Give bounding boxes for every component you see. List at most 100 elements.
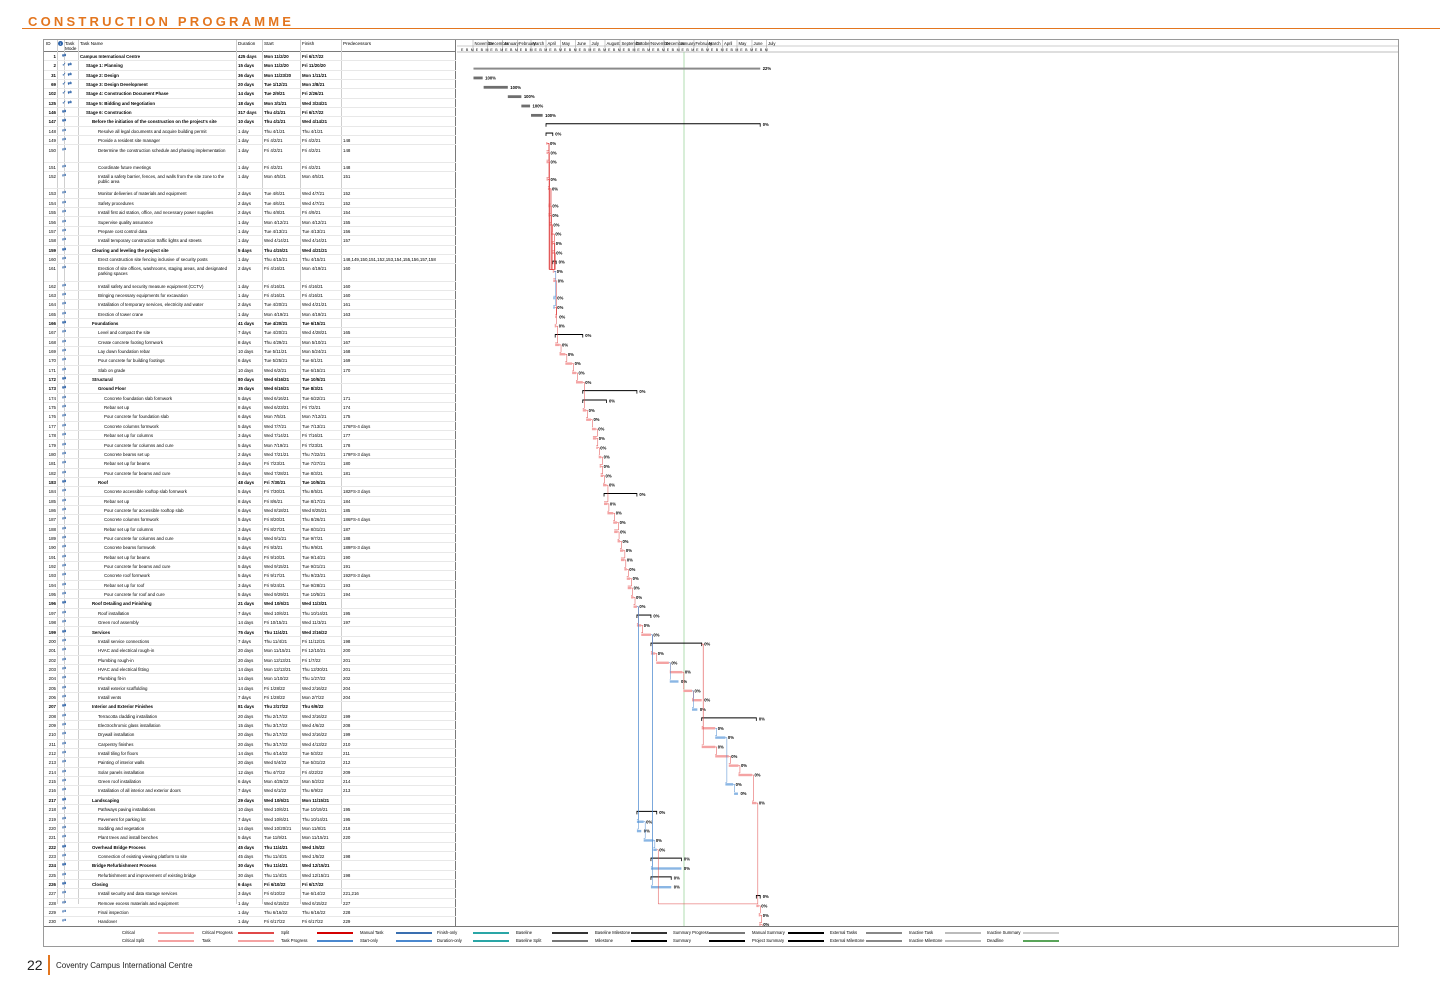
table-row[interactable]: 219 Pavement for parking lot 7 days Wed 10/… (44, 815, 456, 824)
table-row[interactable]: 196 Roof Detailing and Finishing 21 days We… (44, 599, 456, 609)
col-mode-header[interactable]: Task Mode (65, 41, 77, 51)
table-row[interactable]: 151 Coordinate future meetings 1 day Fri 4/… (44, 163, 456, 173)
table-row[interactable]: 229 Final inspection 1 day Thu 6/16/22 Thu 6… (44, 908, 456, 918)
table-row[interactable]: 1 Campus International Centre 425 days Mon … (44, 52, 456, 62)
table-row[interactable]: 218 Pathways paving installations 10 days W… (44, 805, 456, 815)
table-row[interactable]: 69 Stage 3: Design Development 20 days Tue … (44, 80, 456, 90)
col-predecessors-header[interactable]: Predecessors (343, 41, 372, 46)
table-row[interactable]: 207 Interior and Exterior Finishes 81 days… (44, 702, 456, 712)
table-row[interactable]: 187 Concrete columns formwork 5 days Fri 8/… (44, 515, 456, 525)
table-row[interactable]: 222 Overhead Bridge Process 45 days Thu 11/… (44, 843, 456, 852)
table-row[interactable]: 174 Concrete foundation slab formwork 5 da… (44, 394, 456, 404)
col-finish-header[interactable]: Finish (302, 41, 315, 46)
table-row[interactable]: 31 Stage 2: Design 36 days Mon 11/23/20 Mon … (44, 71, 456, 81)
table-row[interactable]: 206 Install vents 7 days Fri 1/28/22 Mon 2/7… (44, 693, 456, 703)
table-row[interactable]: 168 Create concrete footing formwork 8 day… (44, 338, 456, 347)
table-row[interactable]: 217 Landscaping 29 days Wed 10/6/21 Mon 11/1… (44, 796, 456, 806)
table-row[interactable]: 161 Erection of site offices, washrooms, … (44, 264, 456, 282)
table-row[interactable]: 199 Services 75 days Thu 11/4/21 Wed 2/16/22… (44, 628, 456, 637)
table-row[interactable]: 148 Resolve all legal documents and acqui… (44, 127, 456, 137)
table-row[interactable]: 201 HVAC and electrical rough-in 20 days Mo… (44, 646, 456, 656)
table-row[interactable]: 184 Concrete accessible rooftop slab form… (44, 487, 456, 497)
table-row[interactable]: 211 Carpentry finishes 20 days Thu 3/17/22 W… (44, 740, 456, 750)
table-row[interactable]: 170 Pour concrete for building footings 6 … (44, 356, 456, 366)
table-row[interactable]: 157 Prepare cost control data 1 day Tue 4/1… (44, 227, 456, 237)
table-row[interactable]: 224 Bridge Refurbishment Process 30 days Th… (44, 861, 456, 871)
table-row[interactable]: 125 Stage 5: Bidding and Negotiation 18 da… (44, 99, 456, 109)
table-row[interactable]: 147 Before the initiation of the construc… (44, 117, 456, 127)
table-row[interactable]: 156 Supervise quality assurance 1 day Mon 4… (44, 218, 456, 227)
table-row[interactable]: 155 Install first aid station, office, an… (44, 208, 456, 218)
table-row[interactable]: 212 Install tiling for floors 14 days Thu 4… (44, 749, 456, 759)
col-start-header[interactable]: Start (264, 41, 274, 46)
col-name-header[interactable]: Task Name (80, 41, 103, 46)
table-row[interactable]: 204 Plumbing fit-in 14 days Mon 1/10/22 Thu … (44, 674, 456, 684)
table-row[interactable]: 165 Erection of tower crane 1 day Mon 4/19/… (44, 310, 456, 319)
table-row[interactable]: 226 Closing 6 days Fri 6/10/22 Fri 6/17/22 ⇄ (44, 880, 456, 890)
table-row[interactable]: 176 Pour concrete for foundation slab 6 da… (44, 412, 456, 422)
table-row[interactable]: 2 Stage 1: Planning 15 days Mon 11/2/20 Fri … (44, 61, 456, 71)
table-row[interactable]: 191 Rebar set up for beams 3 days Fri 9/10/… (44, 553, 456, 563)
table-row[interactable]: 146 Stage 6: Construction 317 days Thu 4/1/… (44, 108, 456, 118)
table-row[interactable]: 220 Sodding and vegetation 14 days Wed 10/2… (44, 824, 456, 834)
table-row[interactable]: 197 Roof installation 7 days Wed 10/6/21 Thu… (44, 609, 456, 619)
table-row[interactable]: 202 Plumbing rough-in 20 days Mon 12/13/21 F… (44, 656, 456, 665)
table-row[interactable]: 221 Plant trees and install benches 5 days… (44, 833, 456, 843)
table-row[interactable]: 166 Foundations 41 days Tue 4/20/21 Tue 6/15… (44, 319, 456, 329)
table-row[interactable]: 186 Pour concrete for accessible rooftop … (44, 506, 456, 516)
table-row[interactable]: 192 Pour concrete for beams and cure 5 day… (44, 562, 456, 572)
table-row[interactable]: 214 Solar panels installation 12 days Thu 4… (44, 768, 456, 778)
table-row[interactable]: 102 Stage 4: Construction Document Phase 1… (44, 89, 456, 99)
table-row[interactable]: 175 Rebar set up 8 days Wed 6/23/21 Fri 7/2/… (44, 403, 456, 413)
table-row[interactable]: 179 Pour concrete for columns and cure 5 d… (44, 441, 456, 450)
table-row[interactable]: 190 Concrete beams formwork 5 days Fri 9/3/… (44, 543, 456, 553)
table-row[interactable]: 160 Erect construction site fencing inclu… (44, 255, 456, 265)
table-row[interactable]: 194 Rebar set up for roof 3 days Fri 9/24/2… (44, 581, 456, 591)
table-row[interactable]: 153 Monitor deliveries of materials and e… (44, 189, 456, 199)
table-row[interactable]: 228 Remove excess materials and equipment… (44, 899, 456, 908)
table-row[interactable]: 149 Provide a resident site manager 1 day F… (44, 136, 456, 146)
table-row[interactable]: 162 Install safety and security measure e… (44, 282, 456, 291)
table-row[interactable]: 183 Roof 48 days Fri 7/30/21 Tue 10/5/21 ⇄ (44, 478, 456, 488)
table-row[interactable]: 177 Concrete columns formwork 5 days Wed 7/… (44, 422, 456, 432)
table-row[interactable]: 213 Painting of interior walls 20 days Wed … (44, 758, 456, 768)
table-row[interactable]: 181 Rebar set up for beams 3 days Fri 7/23/… (44, 459, 456, 469)
col-duration-header[interactable]: Duration (238, 41, 256, 46)
table-row[interactable]: 173 Ground Floor 35 days Wed 6/16/21 Tue 8/3… (44, 384, 456, 394)
table-row[interactable]: 172 Structural 80 days Wed 6/16/21 Tue 10/5/… (44, 375, 456, 385)
table-row[interactable]: 200 Install service connections 7 days Thu … (44, 637, 456, 647)
col-id-header[interactable]: ID (46, 41, 51, 46)
task-id: 174 (48, 395, 56, 401)
table-row[interactable]: 195 Pour concrete for roof and cure 5 days… (44, 590, 456, 600)
table-row[interactable]: 159 Clearing and leveling the project sit… (44, 246, 456, 255)
table-row[interactable]: 152 Install a safety barrier, fences, and… (44, 172, 456, 190)
table-row[interactable]: 150 Determine the construction schedule a… (44, 146, 456, 163)
auto-schedule-icon: ⇄ (62, 506, 67, 513)
table-row[interactable]: 198 Green roof assembly 14 days Fri 10/15/2… (44, 618, 456, 628)
table-row[interactable]: 216 Installation of all interior and exte… (44, 786, 456, 796)
table-row[interactable]: 225 Refurbishment and improvement of exis… (44, 871, 456, 880)
table-row[interactable]: 227 Install security and data storage ser… (44, 889, 456, 899)
table-row[interactable]: 154 Safety procedures 2 days Tue 4/6/21 Wed … (44, 199, 456, 209)
table-row[interactable]: 167 Level and compact the site 7 days Tue 4… (44, 328, 456, 338)
table-row[interactable]: 193 Concrete roof formwork 5 days Fri 9/17/… (44, 571, 456, 581)
table-row[interactable]: 171 Slab on grade 10 days Wed 6/2/21 Tue 6/1… (44, 366, 456, 376)
table-row[interactable]: 188 Rebar set up for columns 3 days Fri 8/2… (44, 525, 456, 534)
table-row[interactable]: 180 Concrete beams set up 2 days Wed 7/21/2… (44, 450, 456, 460)
table-row[interactable]: 209 Electrochromic glass installation 15 d… (44, 721, 456, 731)
table-row[interactable]: 189 Pour concrete for columns and cure 5 d… (44, 534, 456, 544)
table-row[interactable]: 164 Installation of temporary services, e… (44, 300, 456, 310)
table-row[interactable]: 163 Bringing necessary equipments for exc… (44, 291, 456, 301)
table-row[interactable]: 178 Rebar set up for columns 3 days Wed 7/1… (44, 431, 456, 441)
table-row[interactable]: 215 Green roof installation 6 days Mon 4/25… (44, 777, 456, 787)
table-row[interactable]: 203 HVAC and electrical fitting 14 days Mon… (44, 665, 456, 675)
table-row[interactable]: 205 Install exterior scaffolding 14 days Fr… (44, 684, 456, 693)
table-row[interactable]: 185 Rebar set up 8 days Fri 8/6/21 Tue 8/17/… (44, 497, 456, 506)
table-row[interactable]: 182 Pour concrete for beams and cure 5 day… (44, 469, 456, 478)
table-row[interactable]: 210 Drywall installation 20 days Thu 2/17/2… (44, 730, 456, 740)
table-row[interactable]: 169 Lay down foundation rebar 10 days Tue 5… (44, 347, 456, 357)
table-row[interactable]: 158 Install temporary construction traffi… (44, 236, 456, 246)
table-row[interactable]: 223 Connection of existing viewing platfo… (44, 852, 456, 862)
task-start: Wed 6/1/22 (264, 788, 287, 794)
table-row[interactable]: 208 Terracotta cladding installation 20 da… (44, 712, 456, 721)
